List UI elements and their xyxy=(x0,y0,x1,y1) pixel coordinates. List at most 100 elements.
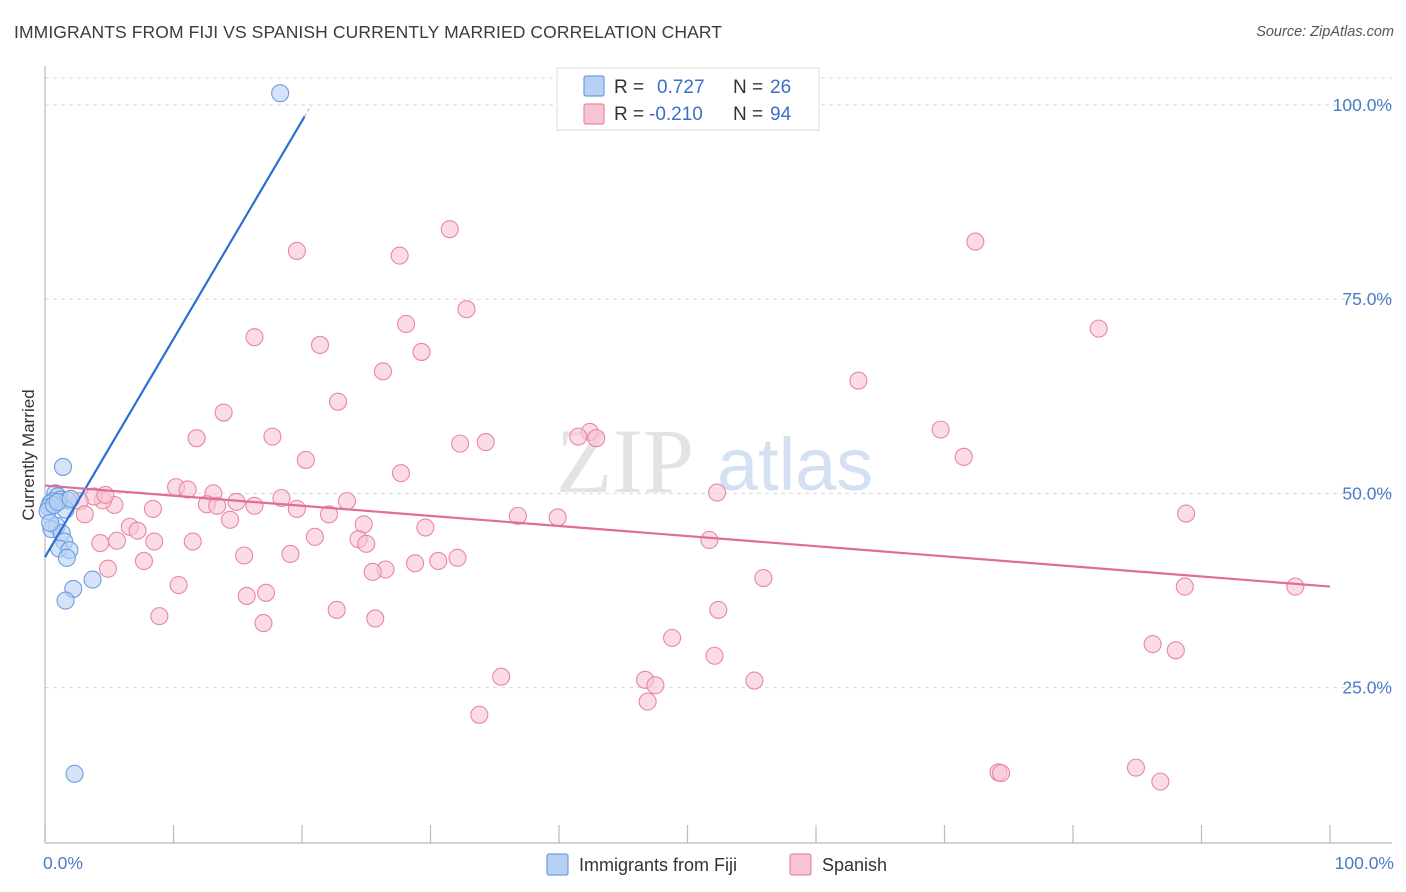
spanish-point xyxy=(128,521,147,540)
spanish-point xyxy=(476,433,495,452)
spanish-point xyxy=(1143,635,1162,654)
x-tick-label: 100.0% xyxy=(1335,853,1394,873)
stats-r-label-spanish: R = xyxy=(614,104,644,125)
spanish-point xyxy=(178,480,197,499)
stats-n-label-fiji: N = xyxy=(733,77,763,98)
source-credit: Source: ZipAtlas.com xyxy=(1256,24,1394,40)
spanish-point xyxy=(745,671,764,690)
spanish-point xyxy=(492,667,511,686)
spanish-point xyxy=(98,559,118,578)
watermark-atlas: atlas xyxy=(717,423,873,506)
spanish-point xyxy=(256,583,276,602)
fiji-point xyxy=(41,513,60,532)
spanish-point xyxy=(337,492,357,511)
legend: Immigrants from Fiji Spanish xyxy=(546,853,887,876)
stats-r-value-fiji: 0.727 xyxy=(657,77,705,98)
spanish-point xyxy=(187,429,206,448)
chart-title: IMMIGRANTS FROM FIJI VS SPANISH CURRENTL… xyxy=(14,22,723,42)
spanish-point xyxy=(150,607,169,626)
spanish-point xyxy=(363,562,382,581)
spanish-point xyxy=(245,328,264,347)
spanish-point xyxy=(245,496,264,515)
spanish-point xyxy=(214,403,233,422)
stats-n-label-spanish: N = xyxy=(733,104,763,125)
trend-lines xyxy=(44,105,1331,588)
spanish-point xyxy=(390,246,409,265)
spanish-point xyxy=(169,575,188,595)
spanish-point xyxy=(319,505,339,524)
spanish-point xyxy=(327,600,346,619)
spanish-point xyxy=(1175,577,1194,596)
spanish-point xyxy=(145,532,164,551)
stats-box: R = 0.727 N = 26 R = -0.210 N = 94 xyxy=(556,67,820,131)
spanish-point xyxy=(663,628,682,647)
spanish-point xyxy=(548,508,567,527)
watermark: ZIP atlas xyxy=(556,410,873,512)
spanish-point xyxy=(440,220,459,239)
spanish-point xyxy=(638,692,657,711)
spanish-point xyxy=(235,546,254,565)
spanish-point xyxy=(143,499,162,518)
spanish-point xyxy=(263,427,282,446)
y-axis-title: Currently Married xyxy=(19,389,38,520)
spanish-point xyxy=(991,764,1011,783)
stats-swatch-spanish xyxy=(583,103,605,125)
spanish-point xyxy=(416,518,435,537)
spanish-point xyxy=(281,544,300,564)
spanish-point xyxy=(448,548,467,567)
watermark-zip: ZIP xyxy=(556,410,694,512)
spanish-point xyxy=(569,427,588,446)
y-tick-label: 75.0% xyxy=(1342,289,1392,309)
spanish-point xyxy=(254,614,273,633)
fiji-point xyxy=(56,591,75,610)
spanish-point xyxy=(587,429,606,448)
spanish-point xyxy=(470,705,489,724)
spanish-point xyxy=(457,300,476,319)
spanish-point xyxy=(272,488,291,508)
stats-r-value-spanish: -0.210 xyxy=(649,104,703,125)
fiji-trend-line xyxy=(44,115,306,558)
tick-labels: 25.0% 50.0% 75.0% 100.0% 0.0% 100.0% xyxy=(43,95,1394,873)
spanish-point xyxy=(305,527,324,546)
spanish-point xyxy=(220,510,240,529)
spanish-point xyxy=(1151,772,1170,791)
fiji-point xyxy=(65,764,84,783)
spanish-point xyxy=(429,551,448,570)
spanish-point xyxy=(705,646,724,665)
spanish-trend-line xyxy=(44,484,1331,588)
spanish-point xyxy=(366,609,385,628)
spanish-point xyxy=(708,483,727,502)
spanish-point xyxy=(700,530,719,550)
stats-swatch-fiji xyxy=(583,75,605,97)
spanish-point xyxy=(954,447,973,466)
spanish-point xyxy=(373,362,393,381)
axes xyxy=(44,66,1392,844)
stats-n-value-spanish: 94 xyxy=(770,104,792,125)
spanish-point xyxy=(107,531,127,550)
fiji-point xyxy=(57,548,76,567)
spanish-point xyxy=(134,551,153,570)
spanish-point xyxy=(296,450,315,469)
stats-r-label-fiji: R = xyxy=(614,77,644,98)
spanish-point xyxy=(75,505,94,524)
spanish-point xyxy=(1286,577,1305,596)
fiji-points xyxy=(38,84,290,783)
y-tick-label: 100.0% xyxy=(1333,95,1392,115)
spanish-point xyxy=(451,434,470,453)
spanish-point xyxy=(508,506,527,525)
spanish-point xyxy=(966,232,985,251)
spanish-point xyxy=(1126,758,1146,777)
spanish-point xyxy=(328,392,348,411)
spanish-point xyxy=(849,371,868,390)
spanish-point xyxy=(646,676,665,695)
spanish-point xyxy=(357,534,376,553)
spanish-point xyxy=(754,568,773,588)
spanish-point xyxy=(287,241,306,260)
fiji-point xyxy=(53,457,73,476)
y-tick-label: 25.0% xyxy=(1342,678,1392,698)
spanish-point xyxy=(91,534,110,553)
stats-n-value-fiji: 26 xyxy=(770,77,791,98)
spanish-points xyxy=(70,220,1305,791)
spanish-point xyxy=(310,335,330,354)
